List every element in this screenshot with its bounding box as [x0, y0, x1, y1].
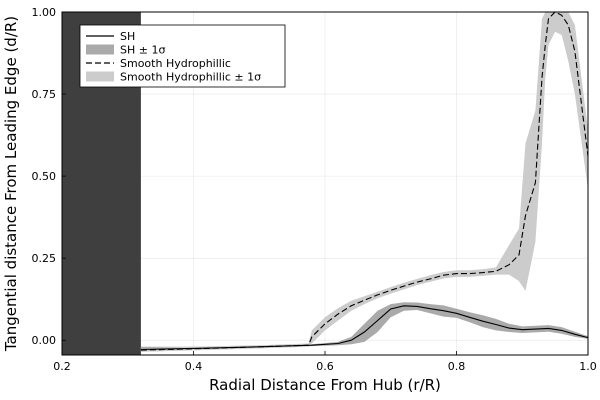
line-smooth-hydrophillic	[140, 11, 589, 351]
band-smooth-hydrophillic-1-	[140, 12, 588, 352]
y-tick-label: 0.25	[32, 252, 57, 265]
x-tick-label: 0.2	[53, 360, 71, 373]
legend-label: Smooth Hydrophillic	[120, 57, 231, 70]
y-axis-label: Tangential distance From Leading Edge (d…	[2, 16, 20, 352]
y-axis-ticks: 0.00 0.25 0.50 0.75 1.00	[32, 6, 66, 347]
y-tick-label: 0.50	[32, 170, 57, 183]
y-tick-label: 1.00	[32, 6, 57, 19]
legend-label: Smooth Hydrophillic ± 1σ	[120, 71, 261, 84]
series-layer	[140, 11, 589, 352]
legend-swatch-sh-1-	[86, 44, 114, 55]
legend-box	[79, 24, 286, 88]
legend-label: SH ± 1σ	[120, 44, 165, 57]
x-tick-label: 0.8	[448, 360, 466, 373]
x-tick-label: 0.6	[316, 360, 334, 373]
legend-swatch-smooth-hydrophillic-1-	[86, 71, 114, 82]
y-tick-label: 0.00	[32, 334, 57, 347]
x-tick-label: 0.4	[185, 360, 203, 373]
x-tick-label: 1.0	[579, 360, 597, 373]
legend-label: SH	[120, 30, 135, 43]
line-sh	[140, 305, 589, 350]
band-sh-1-	[140, 302, 588, 352]
x-axis-label: Radial Distance From Hub (r/R)	[209, 376, 441, 394]
y-tick-label: 0.75	[32, 88, 57, 101]
x-axis-ticks: 0.2 0.4 0.6 0.8 1.0	[53, 351, 597, 373]
